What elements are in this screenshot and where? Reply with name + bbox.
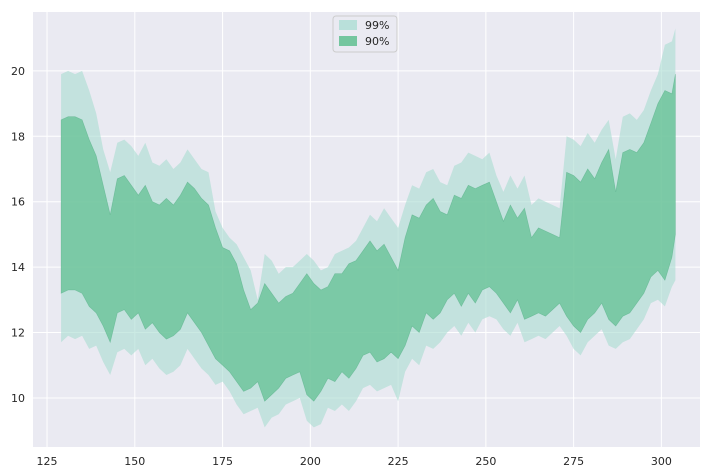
bands-layer — [60, 28, 676, 428]
y-tick-label: 12 — [11, 327, 25, 340]
legend-swatch-90 — [339, 36, 357, 46]
x-tick-label: 300 — [651, 455, 672, 468]
band-90-area — [60, 74, 676, 402]
y-tick-label: 18 — [11, 130, 25, 143]
x-axis-ticks: 125 150 175 200 225 250 275 300 — [37, 455, 672, 468]
x-tick-label: 150 — [124, 455, 145, 468]
y-tick-label: 20 — [11, 65, 25, 78]
y-tick-label: 10 — [11, 392, 25, 405]
x-tick-label: 125 — [37, 455, 58, 468]
x-tick-label: 200 — [300, 455, 321, 468]
legend-label-90: 90% — [365, 35, 389, 48]
y-axis-ticks: 10 12 14 16 18 20 — [11, 65, 25, 405]
legend-label-99: 99% — [365, 19, 389, 32]
legend-swatch-99 — [339, 20, 357, 30]
y-tick-label: 16 — [11, 196, 25, 209]
x-tick-label: 275 — [563, 455, 584, 468]
x-tick-label: 175 — [212, 455, 233, 468]
y-tick-label: 14 — [11, 261, 25, 274]
legend: 99% 90% — [332, 15, 398, 53]
x-tick-label: 250 — [475, 455, 496, 468]
x-tick-label: 225 — [388, 455, 409, 468]
